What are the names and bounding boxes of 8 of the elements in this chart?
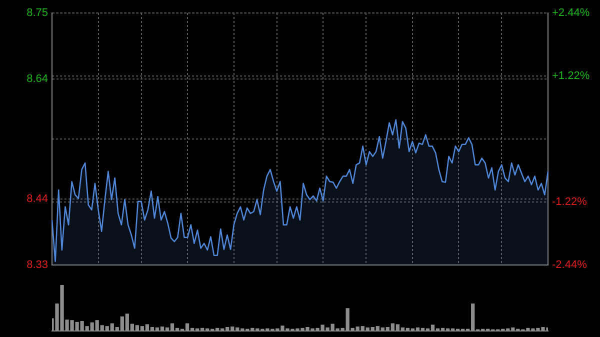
y2-tick-label: +2.44% — [552, 7, 590, 20]
y2-tick-label: +1.22% — [552, 70, 590, 82]
y-tick-label: 8.44 — [26, 193, 48, 206]
y2-tick-label: -2.44% — [552, 259, 588, 272]
y-tick-label: 8.64 — [26, 73, 48, 86]
y2-tick-label: -1.22% — [552, 196, 588, 208]
y-tick-label: 8.33 — [26, 259, 48, 272]
y-tick-label: 8.75 — [26, 7, 48, 20]
